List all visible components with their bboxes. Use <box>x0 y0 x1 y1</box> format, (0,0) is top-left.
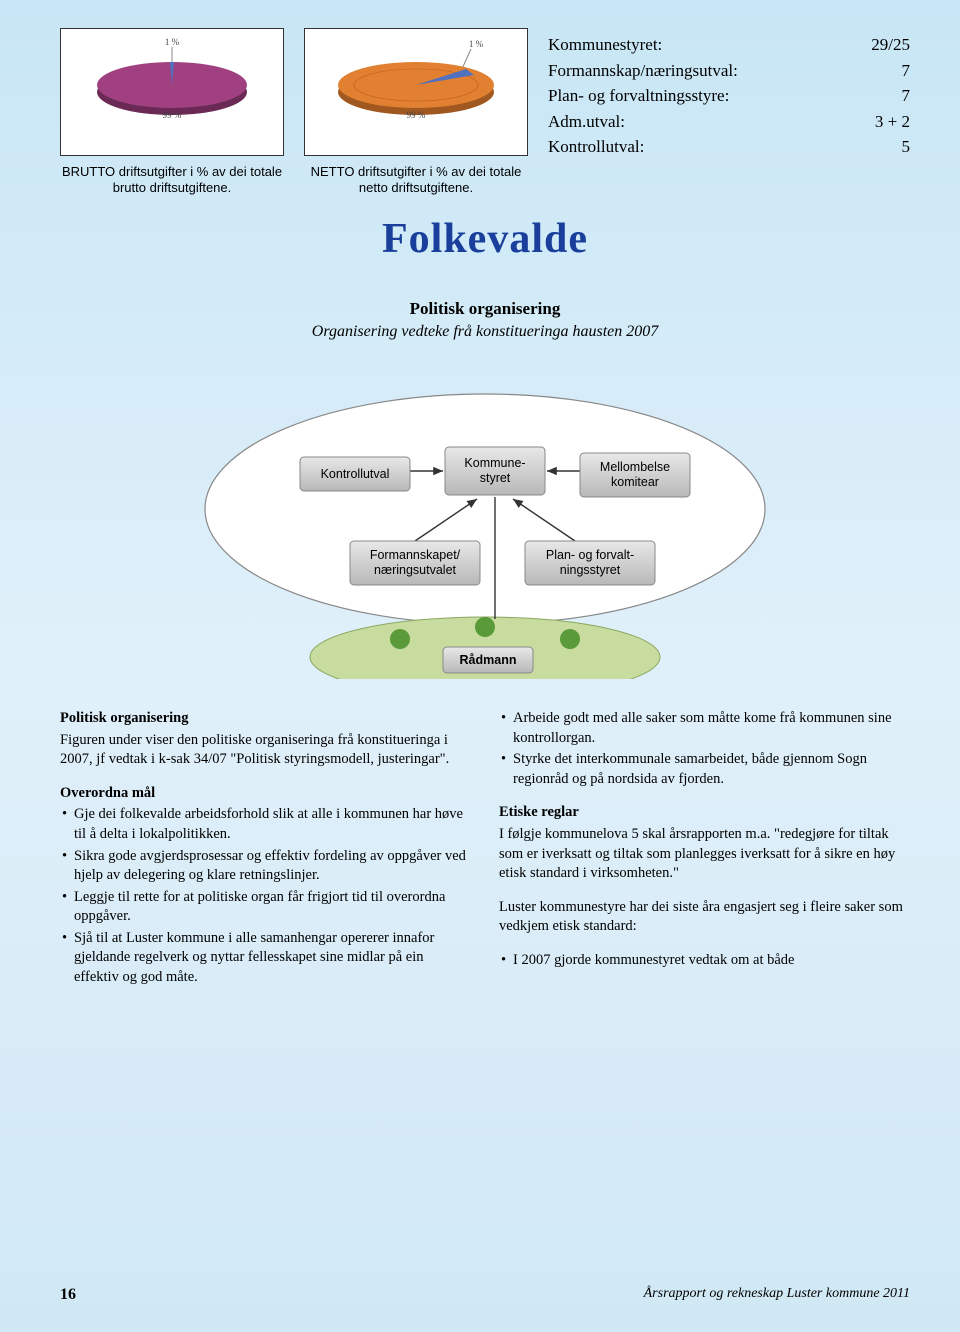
page-number: 16 <box>60 1286 76 1304</box>
politisk-body: Figuren under viser den politiske organi… <box>60 731 471 770</box>
list-item: Sjå til at Luster kommune i alle samanhe… <box>60 929 471 988</box>
list-item: I 2007 gjorde kommunestyret vedtak om at… <box>499 951 910 971</box>
node-mellombelse: Mellombelse komitear <box>580 453 690 497</box>
overordna-title: Overordna mål <box>60 784 471 804</box>
list-item: Styrke det interkommunale samarbeidet, b… <box>499 750 910 789</box>
etiske-list: I 2007 gjorde kommunestyret vedtak om at… <box>499 951 910 971</box>
svg-text:Rådmann: Rådmann <box>460 653 517 667</box>
top-right-table: Kommunestyret:29/25 Formannskap/næringsu… <box>548 28 910 160</box>
svg-text:Plan- og forvalt-: Plan- og forvalt- <box>546 548 634 562</box>
svg-text:næringsutvalet: næringsutvalet <box>374 563 457 577</box>
node-radmann: Rådmann <box>443 647 533 673</box>
org-diagram: Kontrollutval Kommune- styret Mellombels… <box>185 369 785 679</box>
etiske-body1: I følgje kommunelova 5 skal årsrapporten… <box>499 825 910 884</box>
brutto-chart: 1 % 99 % <box>60 28 284 156</box>
right-column: Arbeide godt med alle saker som måtte ko… <box>499 709 910 1001</box>
netto-caption: NETTO driftsutgifter i % av dei totalene… <box>304 164 528 195</box>
netto-chart: 1 % 99 % <box>304 28 528 156</box>
text-columns: Politisk organisering Figuren under vise… <box>60 709 910 1001</box>
footer: 16 Årsrapport og rekneskap Luster kommun… <box>60 1286 910 1304</box>
node-kommunestyret: Kommune- styret <box>445 447 545 495</box>
etiske-body2: Luster kommunestyre har dei siste åra en… <box>499 898 910 937</box>
subtitle: Politisk organisering Organisering vedte… <box>60 299 910 341</box>
svg-text:Kontrollutval: Kontrollutval <box>321 467 390 481</box>
node-kontrollutval: Kontrollutval <box>300 457 410 491</box>
brutto-top-label: 1 % <box>165 37 180 47</box>
brutto-caption: BRUTTO driftsutgifter i % av dei totaleb… <box>60 164 284 195</box>
list-item: Leggje til rette for at politiske organ … <box>60 888 471 927</box>
brutto-block: 1 % 99 % BRUTTO driftsutgifter i % av de… <box>60 28 284 195</box>
overordna-list: Gje dei folkevalde arbeidsforhold slik a… <box>60 805 471 987</box>
svg-text:komitear: komitear <box>611 475 659 489</box>
left-column: Politisk organisering Figuren under vise… <box>60 709 471 1001</box>
svg-text:Formannskapet/: Formannskapet/ <box>370 548 461 562</box>
node-planforvalt: Plan- og forvalt- ningsstyret <box>525 541 655 585</box>
list-item: Gje dei folkevalde arbeidsforhold slik a… <box>60 805 471 844</box>
footer-text: Årsrapport og rekneskap Luster kommune 2… <box>644 1286 910 1304</box>
brutto-bottom-label: 99 % <box>163 110 182 120</box>
node-formannskapet: Formannskapet/ næringsutvalet <box>350 541 480 585</box>
list-item: Sikra gode avgjerdsprosessar og effektiv… <box>60 847 471 886</box>
svg-text:ningsstyret: ningsstyret <box>560 563 621 577</box>
etiske-title: Etiske reglar <box>499 803 910 823</box>
netto-block: 1 % 99 % NETTO driftsutgifter i % av dei… <box>304 28 528 195</box>
list-item: Arbeide godt med alle saker som måtte ko… <box>499 709 910 748</box>
page-title: Folkevalde <box>60 215 910 263</box>
right-first-list: Arbeide godt med alle saker som måtte ko… <box>499 709 910 789</box>
svg-text:styret: styret <box>480 471 511 485</box>
top-row: 1 % 99 % BRUTTO driftsutgifter i % av de… <box>60 28 910 195</box>
svg-text:Kommune-: Kommune- <box>464 456 525 470</box>
svg-text:Mellombelse: Mellombelse <box>600 460 670 474</box>
politisk-title: Politisk organisering <box>60 709 471 729</box>
netto-top-label: 1 % <box>469 39 484 49</box>
netto-bottom-label: 99 % <box>407 110 426 120</box>
